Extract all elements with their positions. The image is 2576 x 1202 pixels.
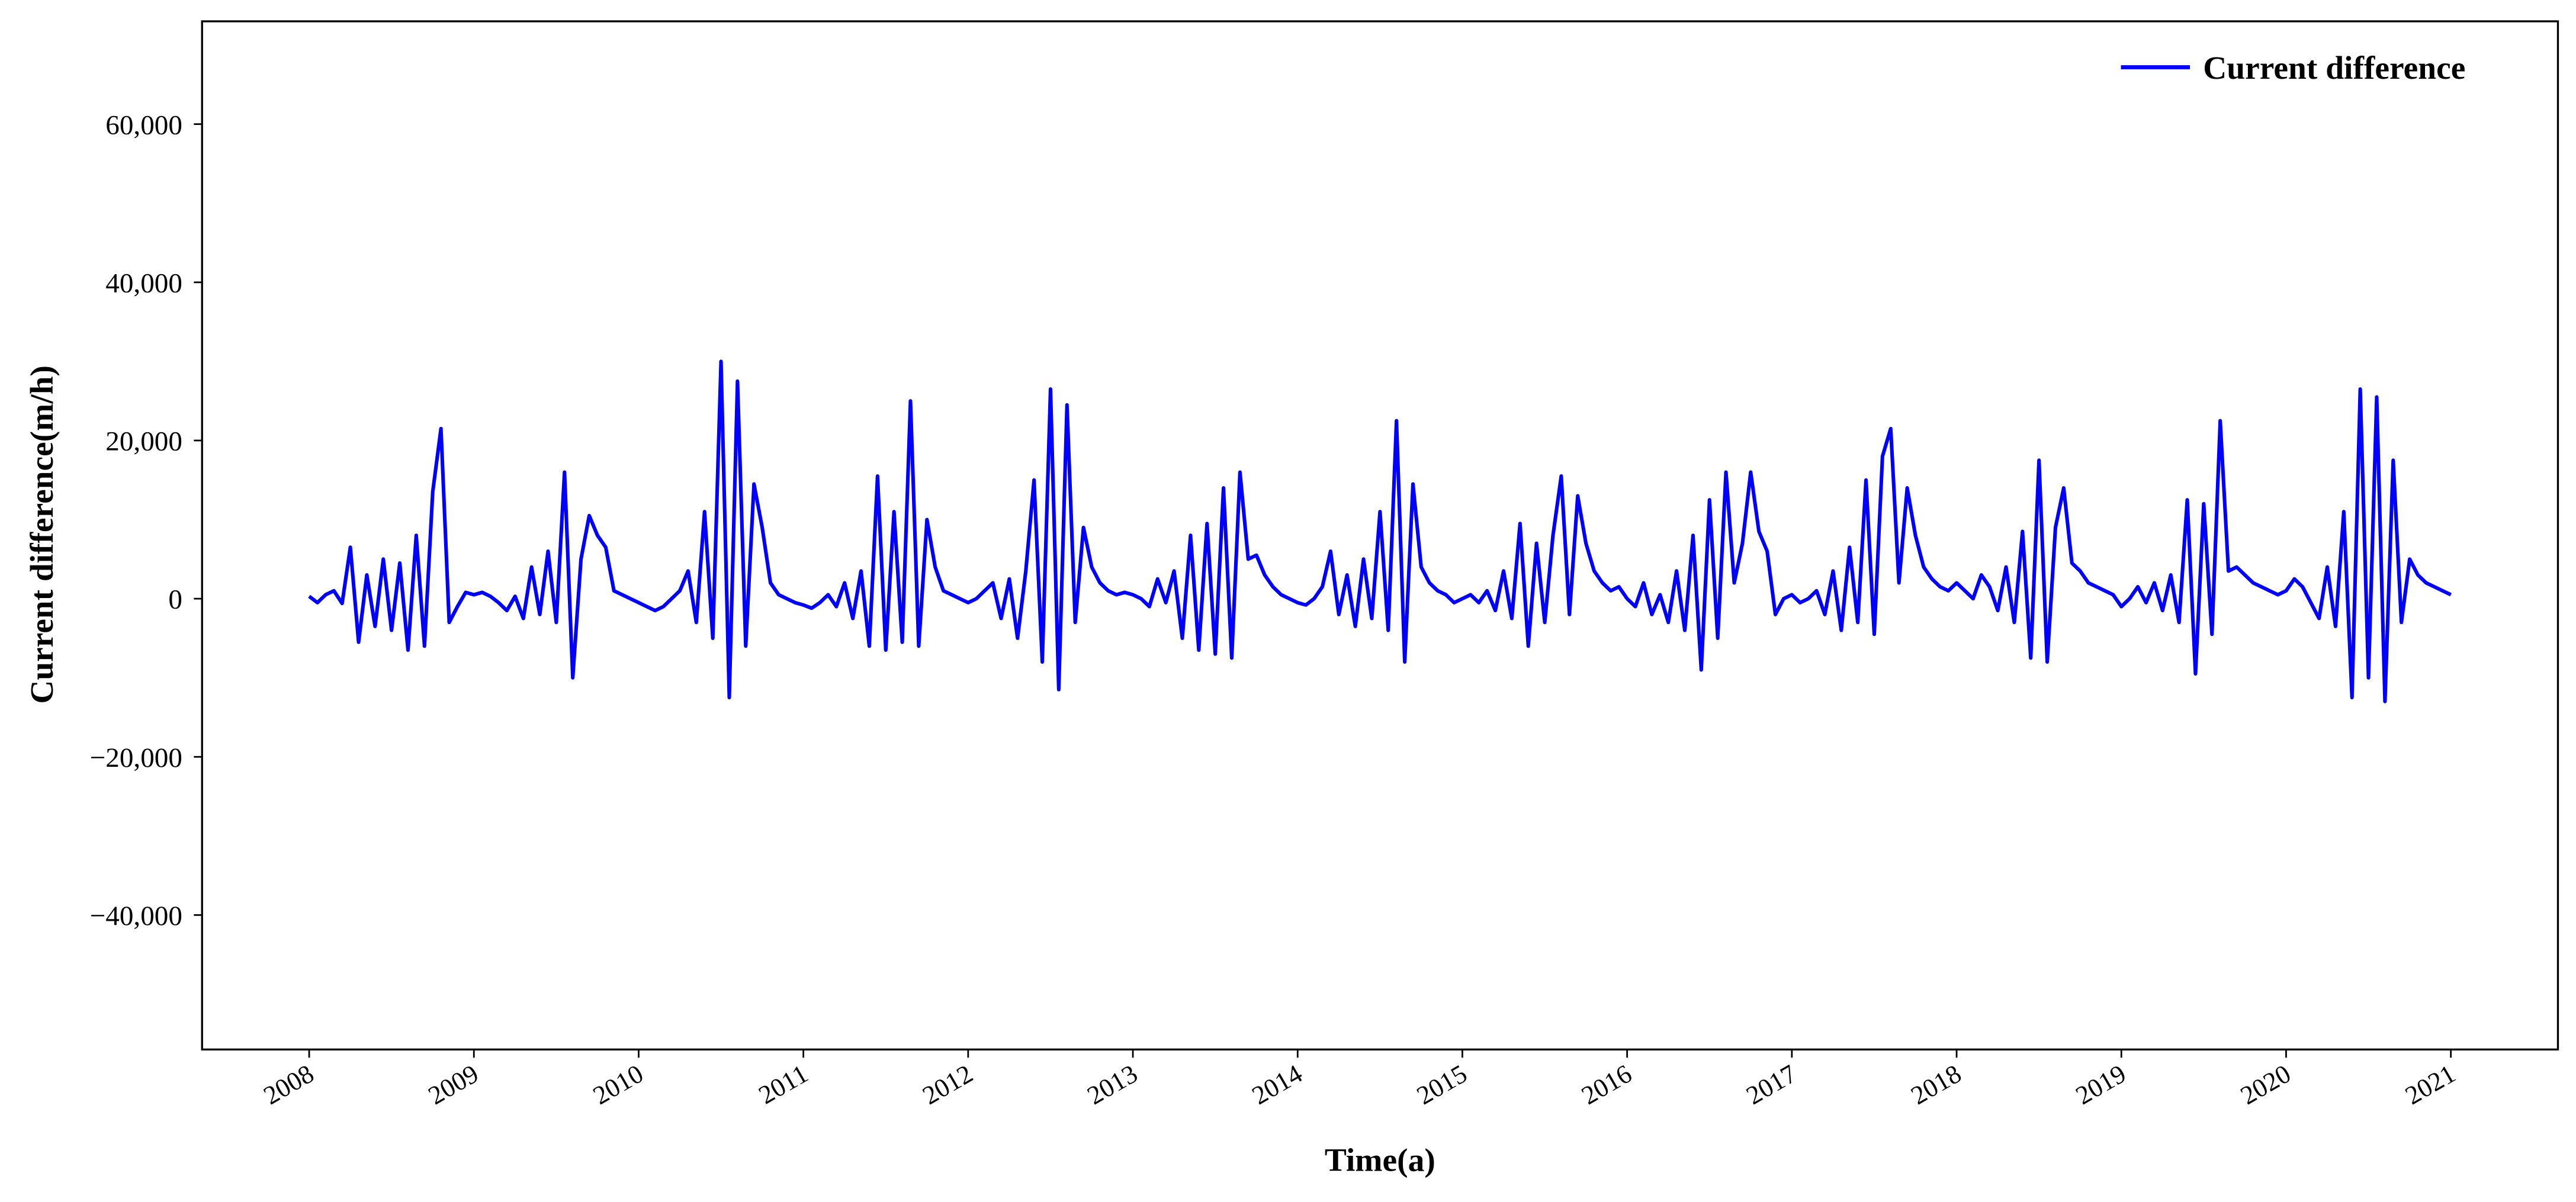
y-tick-label: −20,000: [90, 743, 182, 773]
y-axis-label: Current difference(m/h): [24, 365, 60, 704]
x-tick-label: 2010: [588, 1059, 648, 1111]
x-tick-label: 2013: [1082, 1059, 1142, 1111]
x-tick-label: 2015: [1412, 1059, 1472, 1111]
x-tick-label: 2021: [2400, 1059, 2461, 1111]
y-tick-label: −40,000: [90, 901, 182, 931]
x-tick-label: 2017: [1741, 1059, 1801, 1111]
y-tick-label: 0: [168, 584, 182, 615]
x-tick-label: 2014: [1247, 1059, 1307, 1111]
plot-frame: [201, 20, 2559, 1051]
y-tick-label: 20,000: [105, 426, 182, 457]
x-axis-label: Time(a): [1325, 1142, 1435, 1178]
x-tick-label: 2008: [258, 1059, 319, 1111]
x-tick-label: 2019: [2070, 1059, 2131, 1111]
x-tick-label: 2009: [423, 1059, 483, 1111]
x-tick-label: 2011: [753, 1059, 812, 1110]
x-tick-label: 2016: [1576, 1059, 1637, 1111]
x-tick-label: 2020: [2235, 1059, 2296, 1111]
legend-label: Current difference: [2203, 50, 2465, 86]
data-line: [308, 359, 2452, 703]
x-tick-label: 2018: [1906, 1059, 1966, 1111]
y-tick-label: 60,000: [105, 110, 182, 140]
x-tick-label: 2012: [917, 1059, 978, 1111]
y-tick-label: 40,000: [105, 268, 182, 298]
